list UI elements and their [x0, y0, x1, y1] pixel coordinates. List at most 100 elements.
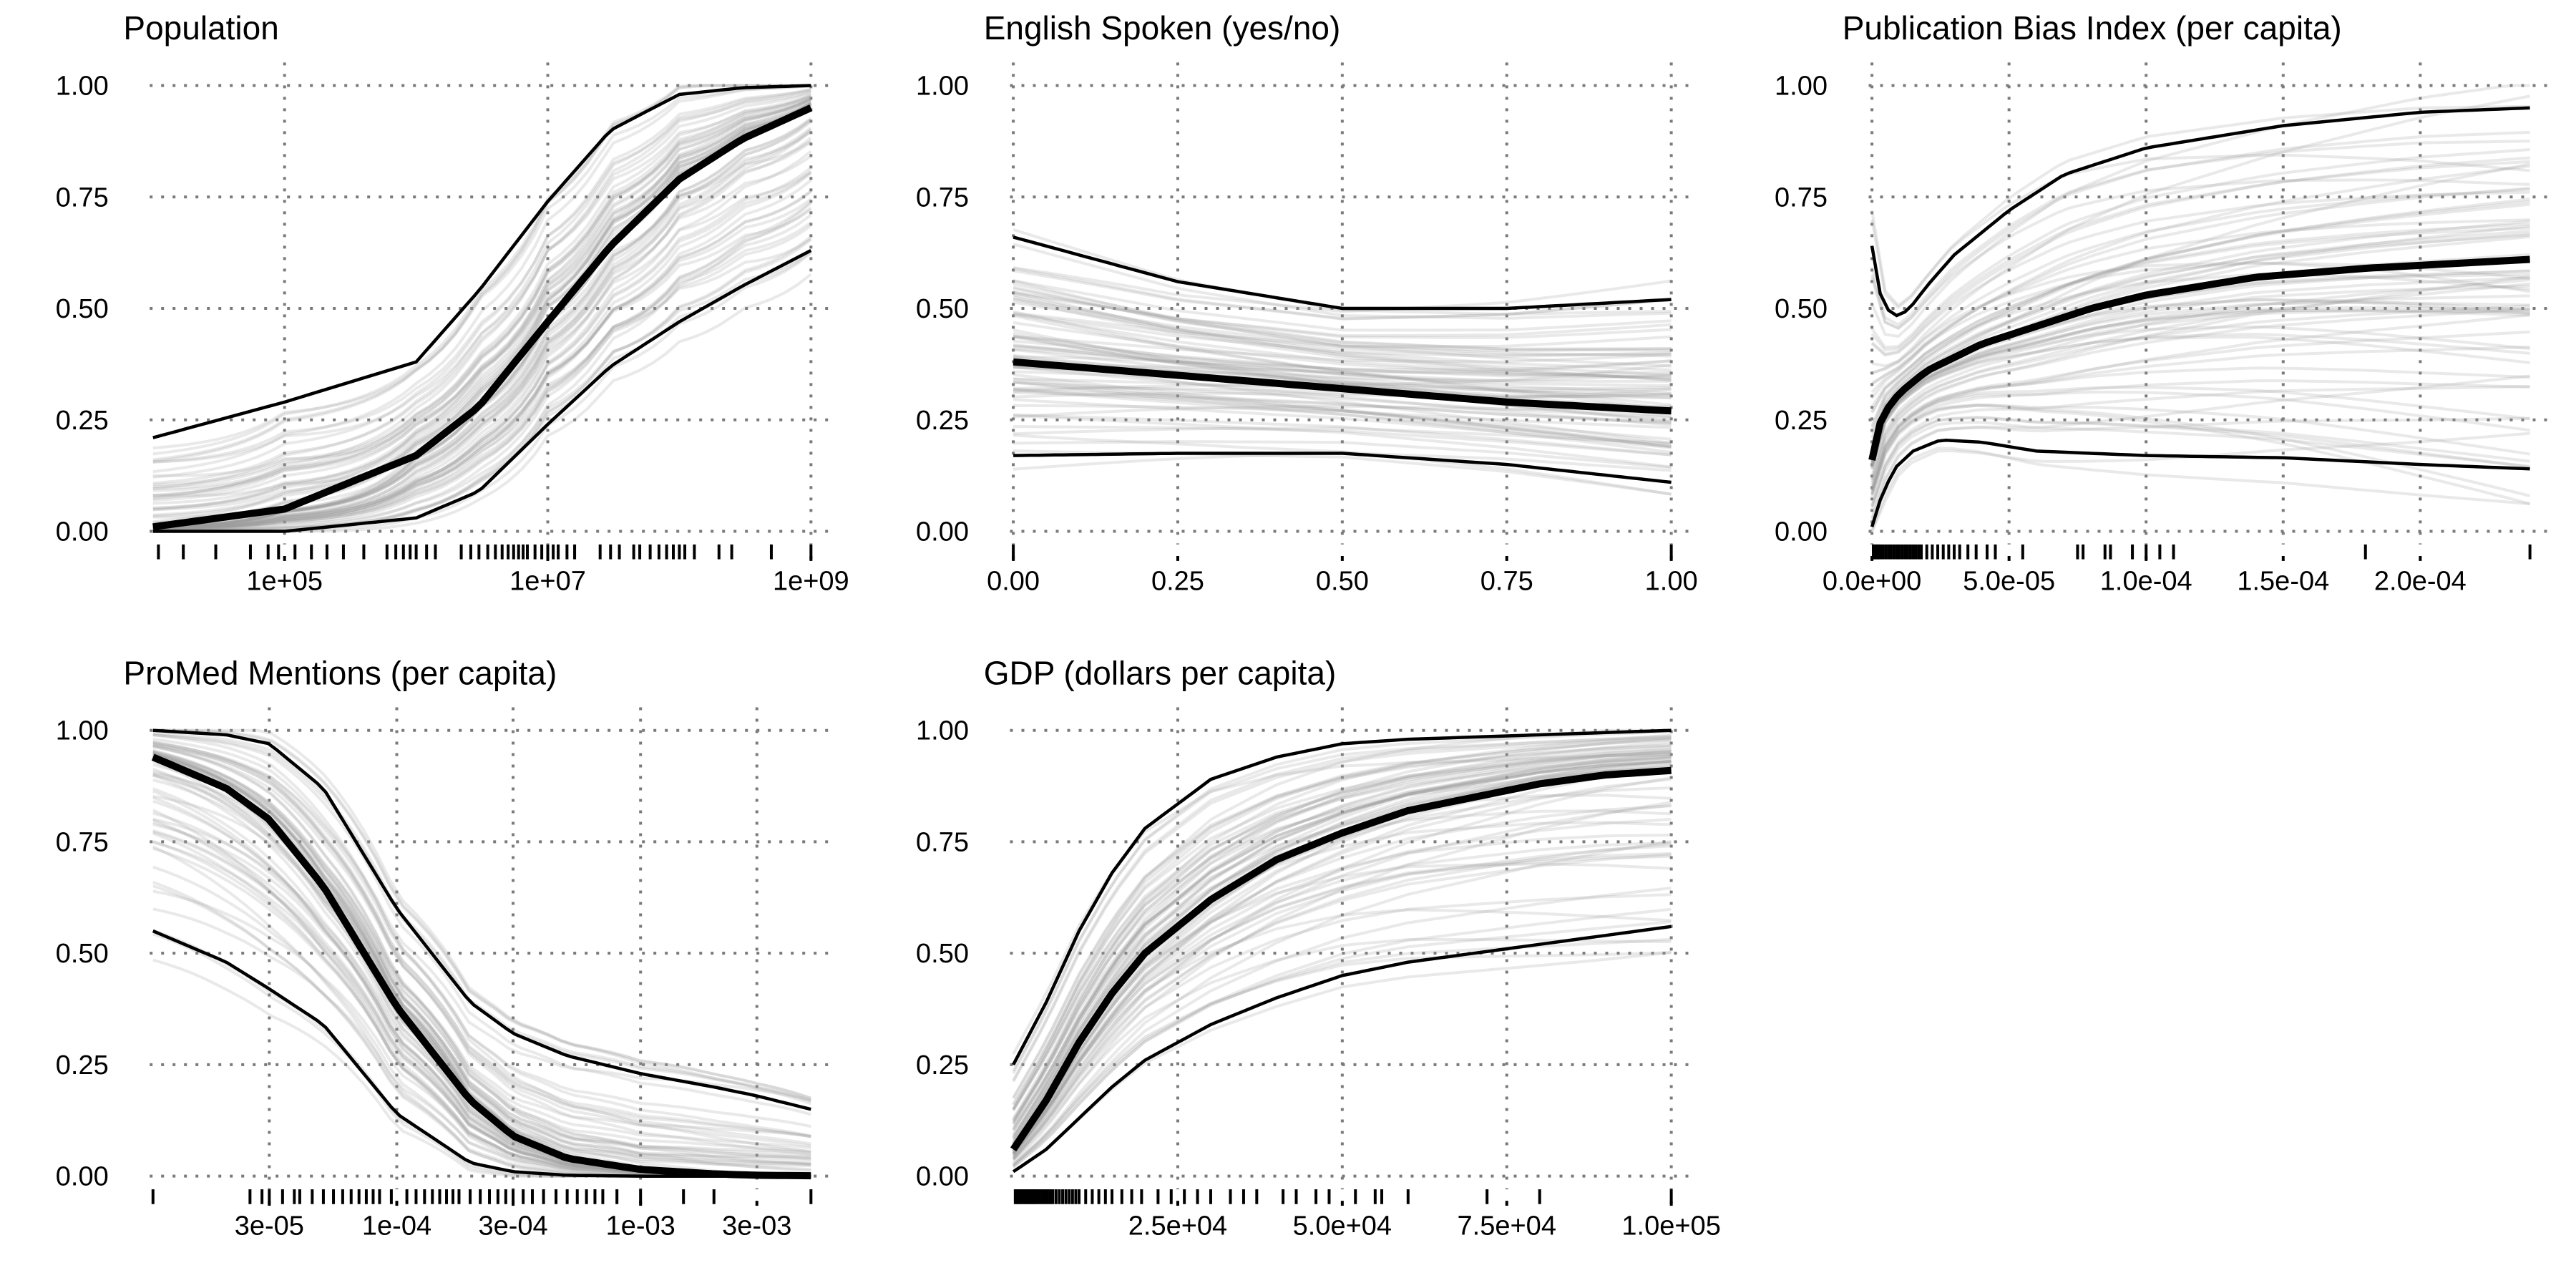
posterior-draw-line	[152, 770, 811, 1166]
y-tick-label: 0.50	[916, 939, 969, 969]
x-tick-label: 1e+05	[246, 566, 323, 596]
panel-gdp: GDP (dollars per capita) 0.00 0.25 0.50 0.75…	[916, 654, 1721, 1241]
posterior-draw-line	[1870, 366, 2530, 489]
posterior-draw-line	[1870, 165, 2530, 399]
x-tick-label: 0.25	[1151, 566, 1204, 596]
posterior-draw-line	[1013, 391, 1672, 424]
posterior-draw-line	[152, 155, 812, 529]
posterior-draw-line	[152, 128, 812, 530]
posterior-draw-line	[1012, 767, 1672, 1111]
upper-line	[152, 728, 811, 1111]
posterior-draw-line	[1870, 404, 2531, 506]
rug	[157, 544, 813, 560]
posterior-draw-line	[152, 84, 811, 450]
posterior-draw-line	[152, 103, 812, 518]
x-tick-label: 1.5e-04	[2237, 566, 2329, 596]
x-tick-label: 0.50	[1316, 566, 1369, 596]
y-tick-label: 0.75	[56, 182, 109, 213]
x-tick-label: 1.0e-04	[2100, 566, 2192, 596]
x-tick-label: 5.0e+04	[1293, 1211, 1392, 1241]
posterior-draw-line	[1870, 294, 2530, 469]
posterior-draw-line	[1870, 416, 2530, 507]
posterior-draw-line	[1013, 404, 1672, 419]
posterior-draw-line	[1012, 759, 1672, 1131]
posterior-draw-line	[152, 84, 811, 463]
median-line	[152, 104, 813, 531]
posterior-draw-line	[1013, 291, 1672, 339]
posterior-draw-line	[1013, 355, 1672, 371]
ensemble-draws	[152, 84, 812, 533]
y-tick-label: 0.00	[56, 1162, 109, 1192]
posterior-draw-line	[1871, 261, 2530, 368]
posterior-draw-line	[1013, 343, 1672, 400]
median-line	[1013, 358, 1672, 415]
posterior-draw-line	[1870, 386, 2530, 490]
posterior-draw-line	[1012, 937, 1672, 1167]
posterior-draw-line	[1012, 745, 1672, 1123]
x-tick-label: 1e+07	[509, 566, 586, 596]
posterior-draw-line	[1012, 734, 1672, 1081]
posterior-draw-line	[1013, 380, 1672, 447]
posterior-draw-line	[1013, 348, 1672, 409]
posterior-draw-line	[152, 104, 812, 530]
posterior-draw-line	[1870, 307, 2530, 484]
x-tick-label: 3e-04	[478, 1211, 547, 1241]
y-tick-label: 0.50	[916, 294, 969, 324]
posterior-draw-line	[1870, 226, 2530, 413]
posterior-draw-line	[152, 744, 811, 1173]
posterior-draw-line	[1012, 759, 1672, 1131]
y-tick-label: 0.25	[1775, 406, 1828, 436]
posterior-draw-line	[1012, 753, 1672, 1144]
posterior-draw-line	[1012, 794, 1672, 1121]
posterior-draw-line	[1013, 291, 1672, 382]
y-tick-label: 0.50	[56, 939, 109, 969]
posterior-draw-line	[1013, 425, 1672, 457]
posterior-draw-line	[152, 238, 812, 530]
posterior-draw-line	[1013, 414, 1672, 469]
x-tick-label: 3e-03	[722, 1211, 791, 1241]
posterior-draw-line	[152, 102, 812, 505]
upper-line	[1013, 235, 1672, 311]
posterior-draw-line	[1012, 730, 1672, 1074]
posterior-draw-line	[1013, 389, 1672, 448]
posterior-draw-line	[1013, 296, 1672, 377]
posterior-draw-line	[152, 753, 811, 1160]
posterior-draw-line	[1870, 269, 2530, 463]
posterior-draw-line	[1870, 308, 2530, 467]
posterior-draw-line	[152, 753, 811, 1166]
posterior-draw-line	[1870, 390, 2530, 492]
posterior-draw-line	[1012, 765, 1672, 1145]
posterior-draw-line	[1870, 379, 2530, 496]
posterior-draw-line	[152, 743, 811, 1138]
posterior-draw-line	[1012, 887, 1672, 1167]
posterior-draw-line	[1870, 153, 2530, 308]
posterior-draw-line	[1013, 297, 1672, 353]
posterior-draw-line	[1870, 416, 2530, 519]
posterior-draw-line	[1013, 335, 1672, 364]
lower-line	[1012, 924, 1672, 1174]
posterior-draw-line	[1870, 431, 2530, 532]
posterior-draw-line	[1870, 104, 2530, 310]
x-tick-label: 5.0e-05	[1963, 566, 2055, 596]
posterior-draw-line	[1870, 447, 2530, 532]
posterior-draw-line	[152, 95, 812, 500]
posterior-draw-line	[1012, 841, 1672, 1155]
y-tick-label: 1.00	[1775, 72, 1828, 102]
x-tick-label: 1e-03	[606, 1211, 675, 1241]
posterior-draw-line	[152, 102, 812, 492]
posterior-draw-line	[152, 170, 812, 529]
upper-line	[1870, 106, 2530, 318]
posterior-draw-line	[1870, 220, 2530, 446]
posterior-draw-line	[1870, 301, 2530, 464]
posterior-draw-line	[152, 752, 811, 1153]
posterior-draw-line	[1012, 748, 1672, 1126]
posterior-draw-line	[152, 89, 811, 499]
median-line	[151, 753, 811, 1180]
posterior-draw-line	[1013, 339, 1672, 378]
rug	[1013, 1189, 1673, 1204]
posterior-draw-line	[1870, 190, 2530, 357]
posterior-draw-line	[1012, 768, 1672, 1157]
posterior-draw-line	[152, 200, 812, 532]
posterior-draw-line	[1870, 178, 2530, 331]
posterior-draw-line	[152, 137, 812, 531]
